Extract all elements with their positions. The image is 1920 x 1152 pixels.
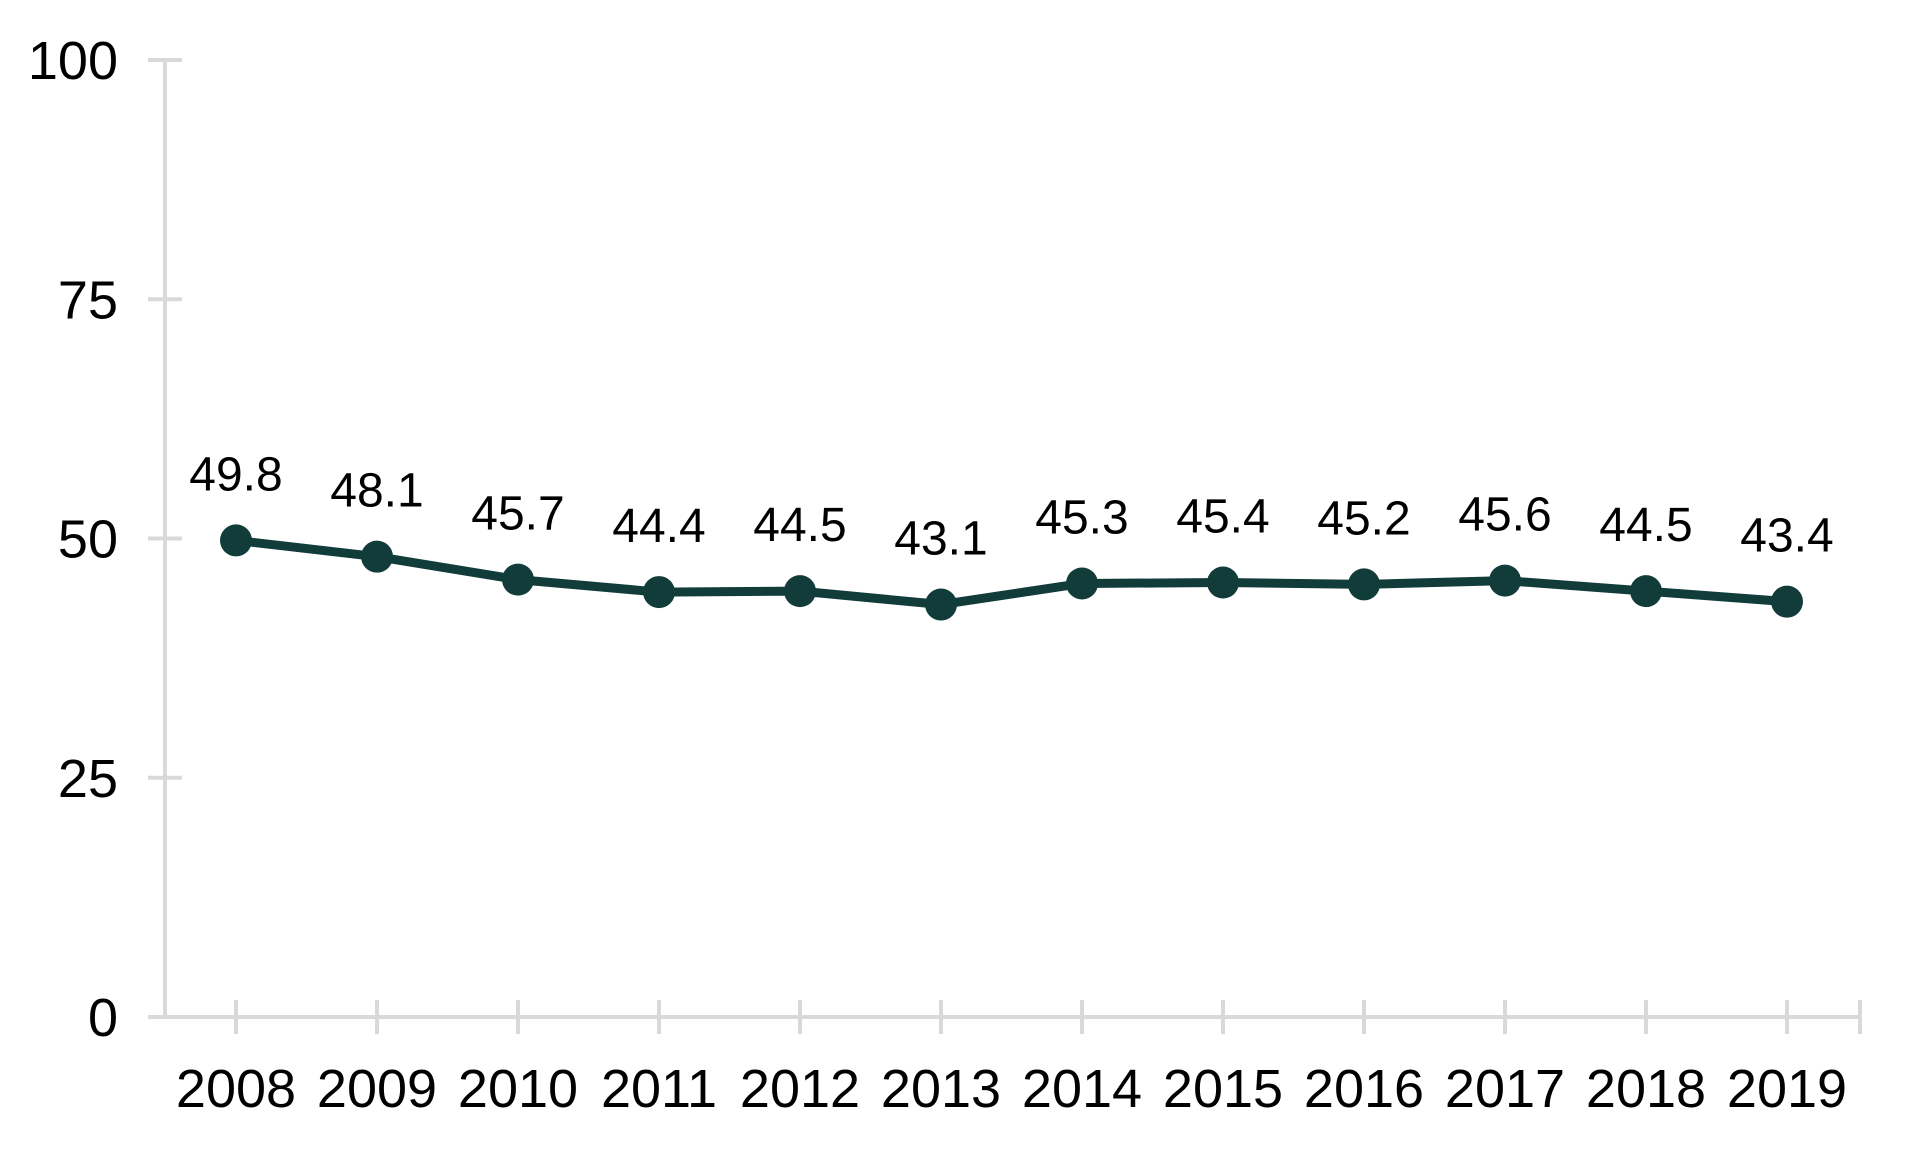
x-axis-category-label-2009: 2009 [317, 1059, 437, 1119]
y-axis-tick-label: 100 [28, 31, 118, 91]
x-axis-category-label-2019: 2019 [1727, 1059, 1847, 1119]
y-axis-tick-label: 0 [88, 988, 118, 1048]
data-point-marker-2015 [1207, 566, 1239, 599]
y-axis-tick-label: 25 [58, 749, 118, 809]
y-axis-tick-label: 50 [58, 510, 118, 570]
data-point-marker-2016 [1348, 568, 1380, 601]
y-axis-tick-label: 75 [58, 270, 118, 330]
data-point-marker-2012 [784, 575, 816, 608]
x-axis-category-label-2016: 2016 [1304, 1059, 1424, 1119]
series-line [231, 535, 1792, 610]
data-label-2017: 45.6 [1458, 489, 1551, 542]
data-label-2018: 44.5 [1599, 499, 1692, 552]
x-axis-category-label-2018: 2018 [1586, 1059, 1706, 1119]
data-label-2019: 43.4 [1740, 510, 1833, 563]
data-point-marker-2013 [925, 588, 957, 621]
data-point-marker-2010 [502, 563, 534, 596]
data-label-2008: 49.8 [189, 448, 282, 501]
data-label-2010: 45.7 [471, 488, 564, 541]
data-point-marker-2008 [220, 524, 252, 557]
data-label-2009: 48.1 [330, 465, 423, 518]
x-axis-category-label-2017: 2017 [1445, 1059, 1565, 1119]
data-label-2011: 44.4 [612, 500, 705, 553]
x-axis-category-label-2011: 2011 [601, 1059, 717, 1119]
data-label-2013: 43.1 [894, 513, 987, 566]
x-axis-category-label-2008: 2008 [176, 1059, 296, 1119]
data-point-marker-2014 [1066, 567, 1098, 600]
data-label-2014: 45.3 [1035, 491, 1128, 544]
data-point-marker-2011 [643, 576, 675, 609]
x-axis-category-label-2013: 2013 [881, 1059, 1001, 1119]
data-point-marker-2019 [1771, 585, 1803, 618]
x-axis-category-label-2012: 2012 [740, 1059, 860, 1119]
data-point-marker-2018 [1630, 575, 1662, 608]
data-point-marker-2017 [1489, 564, 1521, 597]
x-axis-category-label-2015: 2015 [1163, 1059, 1283, 1119]
data-label-2016: 45.2 [1317, 492, 1410, 545]
data-point-marker-2009 [361, 540, 393, 573]
x-axis-category-label-2010: 2010 [458, 1059, 578, 1119]
x-axis-category-label-2014: 2014 [1022, 1059, 1142, 1119]
data-label-2012: 44.5 [753, 499, 846, 552]
data-label-2015: 45.4 [1176, 491, 1269, 544]
